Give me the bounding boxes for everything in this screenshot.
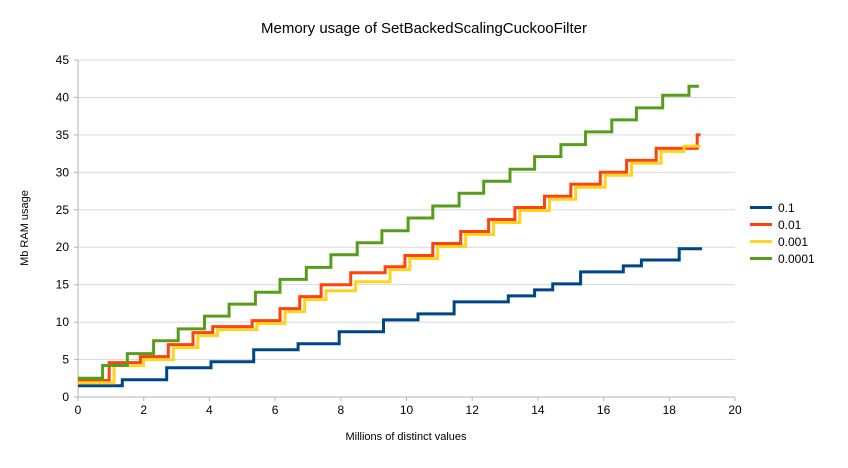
x-tick-label-18: 18 bbox=[663, 403, 677, 417]
y-tick-label-10: 10 bbox=[56, 315, 70, 329]
series-line-0.01 bbox=[78, 133, 701, 382]
legend-swatch-0.1 bbox=[750, 206, 772, 209]
x-axis-title: Millions of distinct values bbox=[345, 431, 467, 443]
legend-item-0.01: 0.01 bbox=[750, 216, 815, 233]
x-tick-label-0: 0 bbox=[75, 403, 82, 417]
legend-item-0.0001: 0.0001 bbox=[750, 250, 815, 267]
y-tick-label-15: 15 bbox=[56, 278, 70, 292]
x-tick-label-2: 2 bbox=[140, 403, 147, 417]
series-line-0.001 bbox=[78, 144, 701, 385]
legend-label-0.0001: 0.0001 bbox=[778, 251, 815, 266]
x-tick-label-16: 16 bbox=[597, 403, 611, 417]
y-tick-label-25: 25 bbox=[56, 203, 70, 217]
x-tick-label-20: 20 bbox=[728, 403, 742, 417]
legend-swatch-0.0001 bbox=[750, 257, 772, 260]
legend-item-0.1: 0.1 bbox=[750, 199, 815, 216]
x-tick-label-8: 8 bbox=[337, 403, 344, 417]
legend: 0.1 0.01 0.001 0.0001 bbox=[750, 199, 815, 267]
legend-item-0.001: 0.001 bbox=[750, 233, 815, 250]
x-tick-label-6: 6 bbox=[272, 403, 279, 417]
series-line-0.1 bbox=[78, 247, 703, 388]
legend-swatch-0.001 bbox=[750, 240, 772, 243]
x-tick-label-14: 14 bbox=[531, 403, 545, 417]
y-tick-label-45: 45 bbox=[56, 53, 70, 67]
legend-swatch-0.01 bbox=[750, 223, 772, 226]
legend-label-0.001: 0.001 bbox=[778, 234, 809, 249]
y-tick-label-20: 20 bbox=[56, 240, 70, 254]
x-tick-label-4: 4 bbox=[206, 403, 213, 417]
series-line-0.0001 bbox=[78, 84, 699, 380]
y-tick-label-40: 40 bbox=[56, 90, 70, 104]
x-tick-label-10: 10 bbox=[400, 403, 414, 417]
y-axis-title: Mb RAM usage bbox=[19, 190, 31, 266]
legend-label-0.1: 0.1 bbox=[778, 200, 795, 215]
y-tick-label-5: 5 bbox=[62, 353, 69, 367]
legend-label-0.01: 0.01 bbox=[778, 217, 802, 232]
y-tick-label-0: 0 bbox=[62, 390, 69, 404]
x-tick-label-12: 12 bbox=[466, 403, 480, 417]
chart-title: Memory usage of SetBackedScalingCuckooFi… bbox=[261, 20, 587, 37]
y-tick-label-30: 30 bbox=[56, 165, 70, 179]
y-tick-label-35: 35 bbox=[56, 128, 70, 142]
